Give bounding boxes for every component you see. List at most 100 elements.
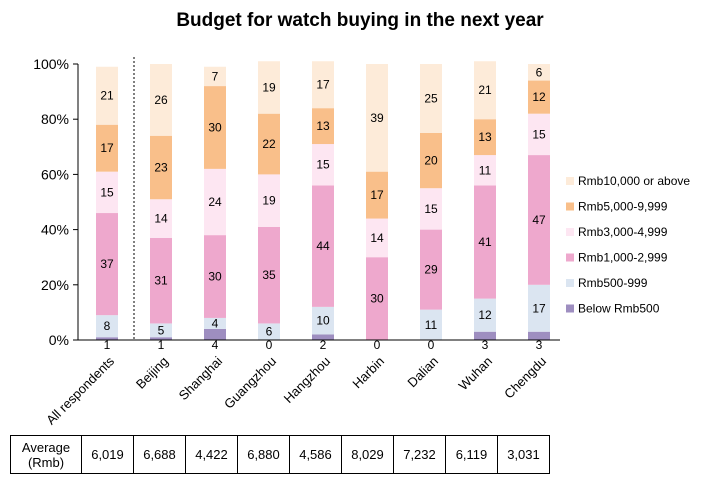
bar-segment-hangzhou-rmb10-000-or-above: [312, 61, 334, 109]
data-label-all-respondents-below-rmb500: 1: [104, 338, 111, 352]
data-label-all-respondents-rmb10-000-or-above: 21: [100, 89, 114, 103]
bar-segment-harbin-rmb3-000-4-999: [366, 218, 388, 258]
bar-segment-harbin-rmb10-000-or-above: [366, 64, 388, 172]
legend-swatch-below-rmb500: [566, 304, 574, 313]
legend-label-rmb1-000-2-999: Rmb1,000-2,999: [578, 251, 668, 265]
data-label-wuhan-below-rmb500: 3: [482, 338, 489, 352]
data-label-harbin-rmb10-000-or-above: 39: [370, 111, 384, 125]
data-label-guangzhou-rmb5-000-9-999: 22: [262, 137, 276, 151]
bar-segment-wuhan-rmb5-000-9-999: [474, 119, 496, 156]
data-label-harbin-below-rmb500: 0: [374, 338, 381, 352]
bar-segment-wuhan-rmb10-000-or-above: [474, 61, 496, 120]
data-label-chengdu-rmb10-000-or-above: 6: [536, 65, 543, 79]
legend-label-rmb3-000-4-999: Rmb3,000-4,999: [578, 225, 668, 239]
data-label-dalian-below-rmb500: 0: [428, 338, 435, 352]
bar-segment-hangzhou-rmb3-000-4-999: [312, 144, 334, 186]
bar-segment-beijing-rmb1-000-2-999: [150, 237, 172, 324]
bar-segment-beijing-rmb5-000-9-999: [150, 135, 172, 200]
bar-segment-shanghai-rmb3-000-4-999: [204, 168, 226, 236]
bar-segment-dalian-rmb500-999: [420, 309, 442, 340]
stacked-bar-chart: 1837151721153114232644302430706351922192…: [33, 56, 690, 427]
bar-segment-guangzhou-rmb3-000-4-999: [258, 174, 280, 227]
bar-segment-hangzhou-rmb1-000-2-999: [312, 185, 334, 307]
data-label-chengdu-below-rmb500: 3: [536, 338, 543, 352]
bar-segment-dalian-rmb10-000-or-above: [420, 64, 442, 133]
average-value-cell: 4,422: [185, 435, 238, 474]
data-label-all-respondents-rmb5-000-9-999: 17: [100, 141, 114, 155]
data-label-shanghai-rmb500-999: 4: [212, 316, 219, 330]
legend-swatch-rmb1-000-2-999: [566, 253, 574, 262]
bar-segment-beijing-rmb3-000-4-999: [150, 199, 172, 238]
average-header-text: Average (Rmb): [21, 439, 71, 470]
category-label-hangzhou: Hangzhou: [281, 354, 334, 407]
average-value-cell: 8,029: [341, 435, 394, 474]
bar-segment-harbin-rmb1-000-2-999: [366, 257, 388, 340]
y-tick-label: 20%: [41, 277, 69, 293]
legend-swatch-rmb10-000-or-above: [566, 177, 574, 185]
bar-segment-shanghai-rmb5-000-9-999: [204, 86, 226, 169]
data-label-harbin-rmb3-000-4-999: 14: [370, 231, 384, 245]
data-label-hangzhou-rmb3-000-4-999: 15: [316, 158, 330, 172]
y-tick-label: 80%: [41, 111, 69, 127]
data-label-chengdu-rmb1-000-2-999: 47: [532, 213, 546, 227]
bar-segment-shanghai-rmb500-999: [204, 317, 226, 329]
bar-segment-all-respondents-rmb5-000-9-999: [96, 124, 118, 172]
legend-label-rmb10-000-or-above: Rmb10,000 or above: [578, 174, 690, 188]
bar-segment-chengdu-rmb10-000-or-above: [528, 64, 550, 81]
category-label-harbin: Harbin: [349, 354, 387, 392]
category-label-dalian: Dalian: [404, 354, 441, 391]
data-label-beijing-rmb3-000-4-999: 14: [154, 212, 168, 226]
category-label-chengdu: Chengdu: [501, 354, 549, 402]
category-label-beijing: Beijing: [133, 354, 171, 392]
bar-segment-guangzhou-rmb5-000-9-999: [258, 113, 280, 175]
legend-label-rmb5-000-9-999: Rmb5,000-9,999: [578, 200, 668, 214]
average-value-cell: 6,019: [81, 435, 134, 474]
average-header: Average (Rmb): [10, 435, 82, 474]
chart-title: Budget for watch buying in the next year: [176, 10, 544, 31]
bar-segment-wuhan-rmb3-000-4-999: [474, 155, 496, 186]
y-tick-label: 40%: [41, 222, 69, 238]
data-label-beijing-below-rmb500: 1: [158, 338, 165, 352]
data-label-hangzhou-below-rmb500: 2: [320, 338, 327, 352]
bar-segment-dalian-rmb5-000-9-999: [420, 133, 442, 189]
bar-segment-shanghai-rmb1-000-2-999: [204, 235, 226, 318]
category-label-shanghai: Shanghai: [176, 353, 226, 403]
data-label-guangzhou-below-rmb500: 0: [266, 338, 273, 352]
y-tick-label: 100%: [33, 56, 69, 72]
bar-segment-shanghai-below-rmb500: [204, 328, 226, 340]
bar-segment-harbin-rmb5-000-9-999: [366, 171, 388, 219]
data-label-all-respondents-rmb1-000-2-999: 37: [100, 257, 114, 271]
bar-segment-beijing-below-rmb500: [150, 337, 172, 340]
legend-label-rmb500-999: Rmb500-999: [578, 276, 648, 290]
data-label-wuhan-rmb3-000-4-999: 11: [479, 163, 492, 177]
data-label-shanghai-rmb10-000-or-above: 7: [212, 69, 219, 83]
bar-segment-dalian-rmb3-000-4-999: [420, 188, 442, 230]
legend-swatch-rmb500-999: [566, 279, 574, 287]
bar-segment-all-respondents-rmb1-000-2-999: [96, 213, 118, 316]
category-label-all-respondents: All respondents: [43, 353, 117, 427]
category-label-wuhan: Wuhan: [456, 354, 496, 394]
data-label-shanghai-below-rmb500: 4: [212, 338, 219, 352]
average-value-cell: 6,119: [445, 435, 498, 474]
data-label-wuhan-rmb10-000-or-above: 21: [478, 83, 492, 97]
bar-segment-hangzhou-rmb500-999: [312, 306, 334, 335]
data-label-beijing-rmb1-000-2-999: 31: [154, 274, 168, 288]
data-label-guangzhou-rmb3-000-4-999: 19: [262, 194, 276, 208]
data-label-beijing-rmb10-000-or-above: 26: [154, 93, 168, 107]
bar-segment-wuhan-below-rmb500: [474, 331, 496, 340]
average-value-cell: 4,586: [289, 435, 342, 474]
data-label-dalian-rmb3-000-4-999: 15: [424, 202, 438, 216]
average-row: Average (Rmb) 6,019 6,688 4,422 6,880 4,586 8…: [10, 435, 550, 474]
bar-segment-all-respondents-below-rmb500: [96, 337, 118, 340]
bar-segment-guangzhou-rmb1-000-2-999: [258, 226, 280, 324]
bar-segment-all-respondents-rmb3-000-4-999: [96, 171, 118, 214]
bar-segment-hangzhou-rmb5-000-9-999: [312, 108, 334, 145]
legend-swatch-rmb5-000-9-999: [566, 202, 574, 211]
data-label-beijing-rmb5-000-9-999: 23: [154, 161, 168, 175]
data-label-hangzhou-rmb10-000-or-above: 17: [316, 78, 330, 92]
legend-swatch-rmb3-000-4-999: [566, 228, 574, 236]
data-label-shanghai-rmb1-000-2-999: 30: [208, 270, 222, 284]
y-tick-label: 60%: [41, 166, 69, 182]
data-label-guangzhou-rmb500-999: 6: [266, 325, 273, 339]
average-value-cell: 3,031: [497, 435, 550, 474]
